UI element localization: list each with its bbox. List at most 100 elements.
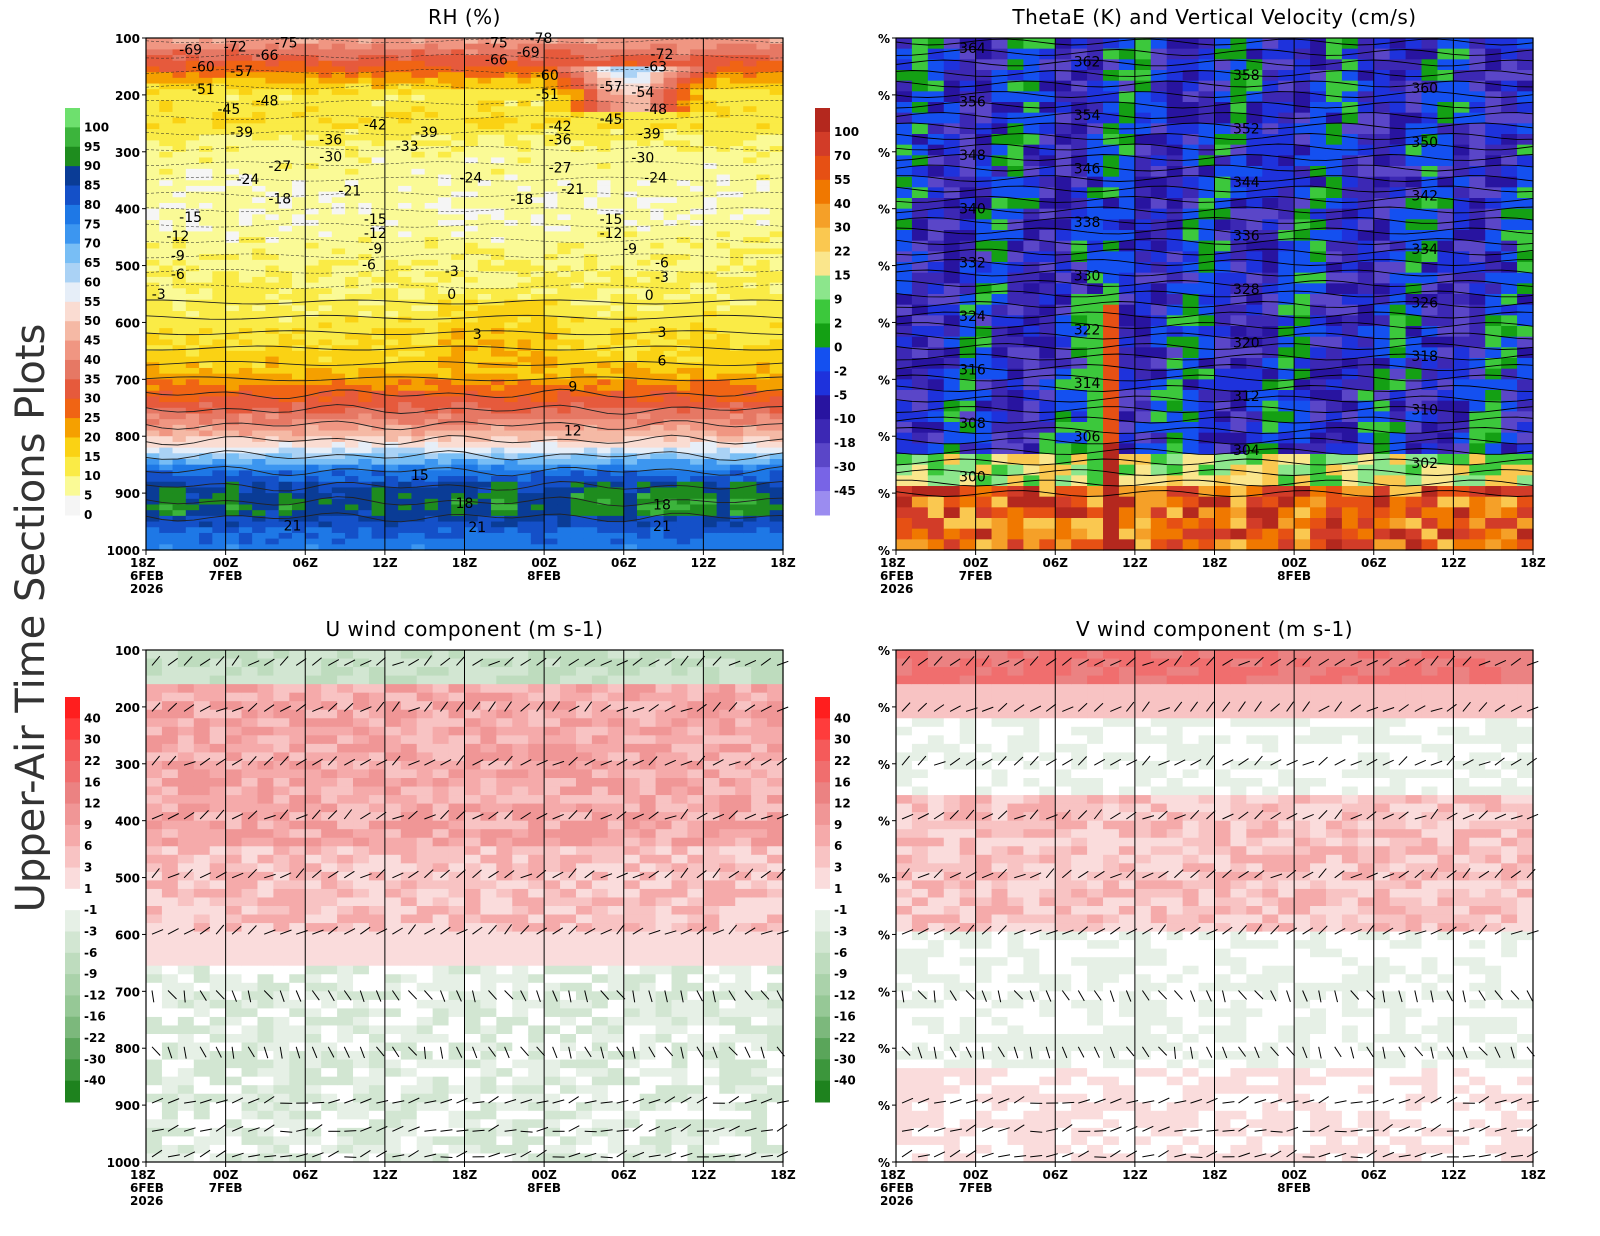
vv-cell (943, 208, 961, 220)
rh-cell (491, 49, 505, 56)
rh-cell (159, 237, 174, 244)
temperature-contour-label: 3 (658, 325, 667, 341)
rh-cell (265, 157, 280, 164)
rh-cell (477, 430, 492, 437)
rh-cell (424, 111, 439, 119)
rh-cell (756, 299, 771, 306)
rh-cell (743, 288, 758, 295)
rh-cell (491, 385, 505, 392)
rh-cell (504, 38, 519, 45)
rh-cell (650, 248, 665, 255)
rh-cell (238, 89, 253, 96)
rh-cell (159, 111, 174, 119)
rh-cell (384, 43, 399, 50)
vv-cell (959, 187, 977, 199)
rh-cell (172, 493, 187, 500)
rh-cell (424, 464, 439, 471)
rh-cell (570, 339, 585, 346)
rh-cell (291, 77, 306, 85)
rh-cell (637, 447, 651, 454)
rh-cell (491, 38, 505, 45)
rh-cell (464, 185, 479, 193)
rh-cell (371, 77, 386, 85)
vv-cell (975, 528, 993, 540)
rh-cell (530, 493, 545, 500)
rh-cell (398, 362, 413, 369)
rh-cell (637, 498, 651, 506)
rh-cell (743, 208, 758, 215)
rh-cell (464, 305, 479, 312)
rh-cell (411, 123, 426, 130)
rh-cell (358, 305, 373, 312)
rh-cell (345, 106, 359, 113)
rh-cell (305, 38, 320, 45)
rh-cell (238, 476, 253, 483)
rh-cell (291, 197, 306, 204)
rh-cell (451, 214, 466, 221)
rh-cell (491, 83, 505, 90)
rh-cell (610, 106, 625, 113)
rh-cell (451, 544, 466, 551)
rh-cell (464, 413, 479, 420)
rh-cell (278, 242, 293, 250)
temperature-contour-line (145, 238, 784, 243)
rh-cell (398, 311, 413, 318)
rh-cell (491, 402, 505, 409)
rh-cell (424, 510, 439, 517)
rh-cell (278, 60, 293, 68)
rh-cell (716, 532, 731, 540)
rh-cell (637, 470, 651, 477)
rh-cell (729, 276, 744, 284)
rh-cell (398, 43, 413, 50)
rh-cell (743, 481, 758, 489)
rh-cell (530, 402, 545, 409)
rh-cell (703, 305, 718, 312)
rh-cell (703, 288, 718, 295)
rh-cell (199, 60, 213, 68)
rh-cell (371, 83, 386, 90)
rh-cell (185, 385, 200, 392)
rh-cell (265, 413, 280, 420)
rh-cell (477, 157, 492, 164)
rh-cell (504, 299, 519, 306)
rh-cell (358, 333, 373, 341)
rh-cell (504, 123, 519, 130)
rh-cell (358, 89, 373, 96)
rh-cell (278, 544, 293, 551)
rh-cell (345, 151, 359, 159)
rh-cell (637, 202, 651, 210)
rh-cell (517, 100, 532, 107)
rh-cell (305, 265, 320, 272)
rh-cell (690, 350, 704, 358)
rh-cell (477, 94, 492, 102)
rh-cell (318, 294, 333, 301)
rh-cell (464, 225, 479, 233)
rh-cell (716, 345, 731, 352)
rh-cell (756, 379, 771, 386)
rh-cell (278, 254, 293, 261)
rh-cell (265, 77, 280, 85)
rh-cell (291, 424, 306, 432)
rh-cell (437, 117, 452, 124)
rh-cell (345, 350, 359, 358)
rh-cell (517, 322, 532, 329)
rh-cell (517, 151, 532, 159)
vv-cell (911, 59, 929, 71)
rh-cell (517, 527, 532, 534)
rh-cell (570, 208, 585, 215)
rh-cell (650, 242, 665, 250)
rh-cell (318, 311, 333, 318)
rh-cell (437, 111, 452, 119)
rh-cell (570, 259, 585, 267)
rh-cell (291, 498, 306, 506)
rh-cell (729, 458, 744, 466)
rh-cell (504, 339, 519, 346)
rh-cell (729, 322, 744, 329)
vv-cell (1007, 496, 1024, 508)
rh-cell (238, 458, 253, 466)
rh-cell (504, 111, 519, 119)
rh-cell (424, 220, 439, 227)
rh-cell (398, 328, 413, 335)
rh-cell (384, 436, 399, 443)
rh-cell (690, 515, 704, 523)
